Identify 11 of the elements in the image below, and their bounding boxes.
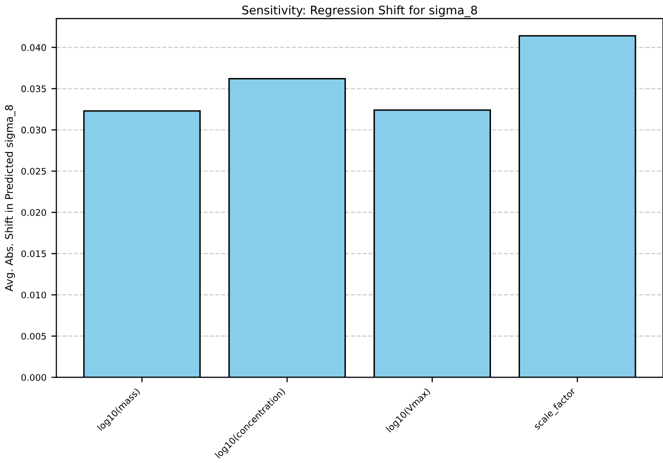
- y-tick-label: 0.030: [21, 126, 46, 134]
- y-tick-label: 0.015: [21, 250, 46, 258]
- y-tick-label: 0.025: [21, 168, 46, 175]
- y-tick-label: 0.010: [21, 292, 46, 298]
- chart-title: Sensitivity: Regression Shift for sigma_8: [242, 5, 478, 18]
- y-tick-label: 0.035: [21, 85, 46, 92]
- y-tick-label: 0.040: [21, 44, 46, 51]
- y-tick-label: 0.000: [21, 374, 46, 381]
- y-tick-label: 0.005: [21, 332, 46, 340]
- y-axis-title: Avg. Abs. Shift in Predicted sigma_8: [4, 105, 16, 292]
- y-tick-label: 0.020: [21, 209, 46, 216]
